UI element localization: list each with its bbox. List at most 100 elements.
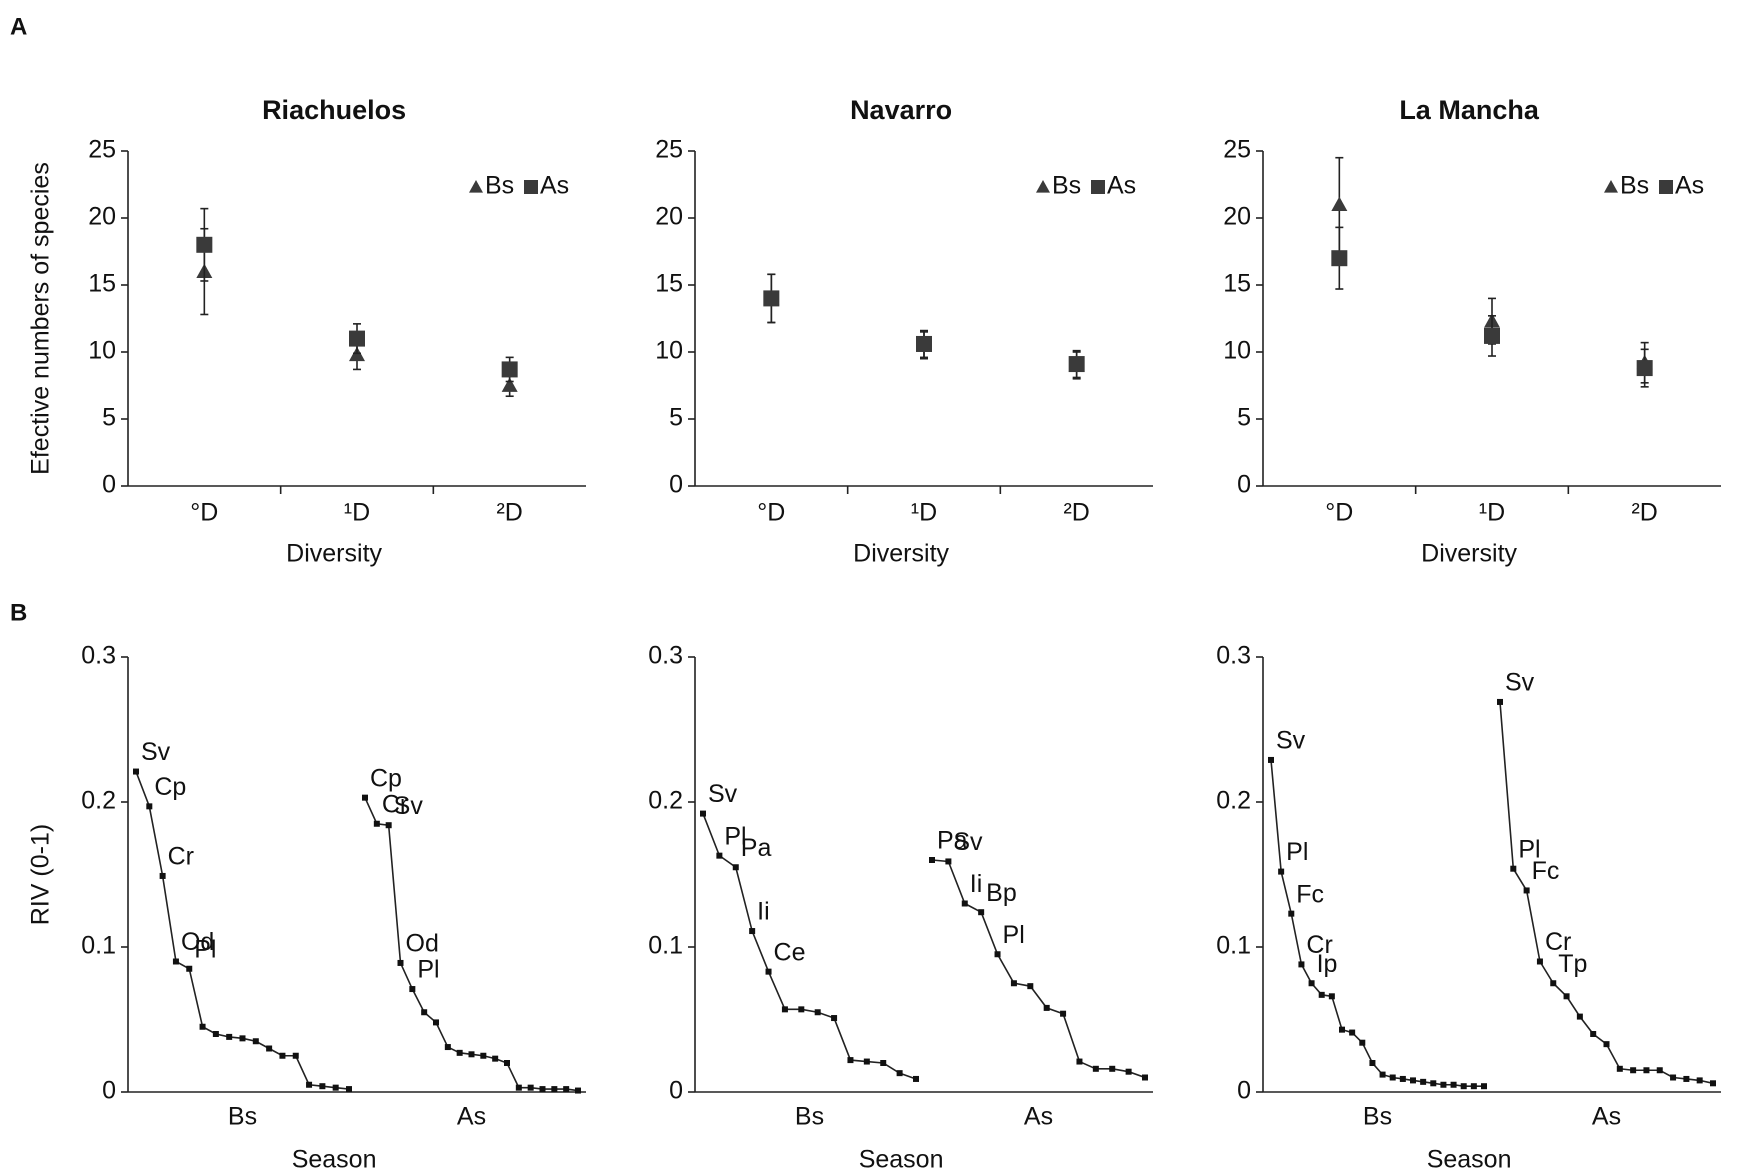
data-point	[1043, 1004, 1050, 1011]
data-point	[492, 1055, 499, 1062]
y-axis-label: Efective numbers of species	[27, 162, 55, 475]
data-point	[501, 377, 518, 392]
data-point	[1308, 980, 1315, 987]
data-point	[1603, 1041, 1610, 1048]
data-point	[1109, 1065, 1116, 1072]
data-point	[1484, 327, 1500, 344]
y-tick-label: 10	[655, 337, 683, 365]
data-point	[916, 335, 932, 352]
point-label: Sv	[1276, 727, 1306, 755]
data-point	[1616, 1065, 1623, 1072]
x-axis-label: Diversity	[1421, 540, 1517, 568]
point-label: Pl	[194, 935, 216, 963]
x-tick-label: ¹D	[344, 499, 370, 527]
data-point	[1440, 1081, 1447, 1088]
data-point	[863, 1058, 870, 1065]
data-point	[1298, 961, 1305, 968]
legend-marker	[1659, 180, 1673, 194]
chart-title: La Mancha	[1399, 95, 1540, 125]
data-point	[831, 1015, 838, 1022]
data-point	[146, 803, 153, 810]
point-label: Cr	[168, 843, 194, 871]
point-label: Sv	[394, 792, 424, 820]
data-point	[504, 1060, 510, 1066]
point-label: Cr	[1306, 931, 1332, 959]
data-point	[765, 968, 772, 975]
data-point	[1092, 1065, 1099, 1072]
data-point	[362, 794, 368, 801]
y-tick-label: 25	[655, 136, 683, 164]
legend-label: As	[540, 172, 569, 200]
point-label: Sv	[141, 738, 171, 766]
data-point	[847, 1057, 854, 1064]
x-tick-label: ¹D	[1479, 499, 1505, 527]
y-tick-label: 15	[1223, 270, 1251, 298]
data-point	[1278, 868, 1285, 875]
y-tick-label: 0.2	[81, 787, 116, 815]
data-point	[1643, 1067, 1650, 1074]
data-point	[1328, 993, 1335, 1000]
data-point	[409, 986, 416, 993]
data-point	[575, 1087, 581, 1094]
y-tick-label: 0.1	[648, 932, 683, 960]
series-line	[364, 797, 579, 1092]
panel-label: A	[10, 13, 27, 40]
point-label: Ii	[757, 898, 770, 926]
point-label: Tp	[1558, 950, 1587, 978]
data-point	[501, 361, 518, 378]
data-point	[1590, 1031, 1597, 1037]
point-label: Pl	[1518, 835, 1540, 863]
data-point	[172, 958, 179, 965]
data-point	[1630, 1067, 1637, 1074]
y-tick-label: 25	[1223, 136, 1251, 164]
data-point	[1389, 1074, 1396, 1081]
legend-marker	[1604, 180, 1618, 193]
chart-title: Navarro	[850, 95, 952, 125]
data-point	[1010, 980, 1017, 987]
y-tick-label: 15	[88, 270, 116, 298]
x-tick-label: Bs	[1363, 1103, 1392, 1131]
point-label: Ip	[1317, 950, 1338, 978]
series-line	[1270, 759, 1484, 1087]
data-point	[781, 1006, 788, 1013]
data-point	[226, 1033, 233, 1040]
data-point	[444, 1044, 451, 1051]
data-point	[1318, 991, 1325, 998]
x-axis-label: Season	[292, 1146, 377, 1174]
y-tick-label: 0	[669, 471, 683, 499]
y-tick-label: 10	[1223, 337, 1251, 365]
legend-marker	[1036, 180, 1050, 193]
y-tick-label: 0	[1237, 1077, 1251, 1105]
y-tick-label: 20	[1223, 203, 1251, 231]
data-point	[1430, 1080, 1437, 1087]
data-point	[945, 858, 952, 865]
y-tick-label: 0.2	[1216, 787, 1251, 815]
x-tick-label: °D	[1325, 499, 1353, 527]
data-point	[1497, 698, 1503, 705]
x-tick-label: ²D	[1063, 499, 1089, 527]
y-tick-label: 0	[102, 1077, 116, 1105]
data-point	[1523, 887, 1530, 894]
data-point	[1460, 1083, 1467, 1090]
data-point	[563, 1086, 570, 1093]
data-point	[1510, 865, 1517, 872]
data-point	[1576, 1013, 1583, 1020]
point-label: Cr	[382, 790, 408, 818]
point-label: Sv	[1505, 669, 1535, 697]
data-point	[433, 1019, 439, 1026]
x-axis-label: Season	[859, 1146, 944, 1174]
point-label: Pa	[741, 834, 772, 862]
y-tick-label: 0.2	[648, 787, 683, 815]
x-tick-label: As	[457, 1103, 486, 1131]
x-tick-label: ¹D	[911, 499, 937, 527]
x-axis-label: Diversity	[853, 540, 949, 568]
data-point	[1076, 1058, 1083, 1065]
data-point	[1339, 1026, 1345, 1033]
x-tick-label: As	[1024, 1103, 1053, 1131]
data-point	[480, 1052, 487, 1059]
data-point	[896, 1070, 903, 1077]
data-point	[199, 1023, 206, 1030]
data-point	[1683, 1075, 1690, 1082]
point-label: Pl	[1003, 921, 1025, 949]
y-tick-label: 5	[1237, 404, 1251, 432]
